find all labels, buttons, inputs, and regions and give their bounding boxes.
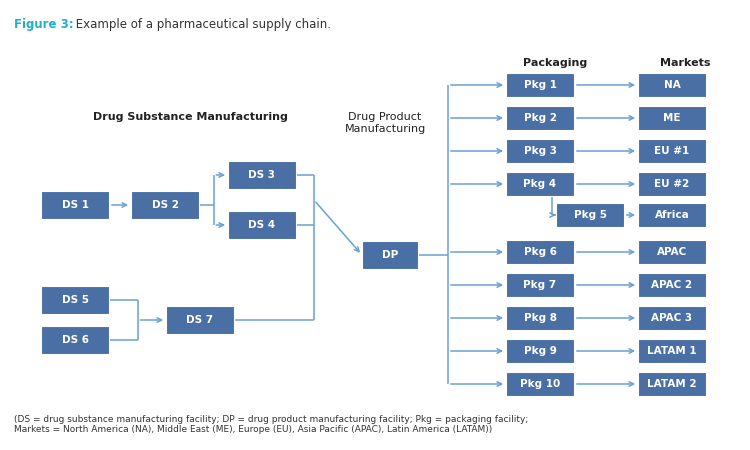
FancyBboxPatch shape: [131, 191, 199, 219]
Text: Pkg 7: Pkg 7: [524, 280, 556, 290]
FancyBboxPatch shape: [638, 240, 706, 264]
Text: DS 1: DS 1: [62, 200, 88, 210]
Text: Africa: Africa: [655, 210, 689, 220]
FancyBboxPatch shape: [638, 306, 706, 330]
FancyBboxPatch shape: [41, 326, 109, 354]
Text: ME: ME: [663, 113, 681, 123]
Text: DS 4: DS 4: [248, 220, 275, 230]
Text: Pkg 8: Pkg 8: [524, 313, 556, 323]
Text: APAC 3: APAC 3: [652, 313, 692, 323]
FancyBboxPatch shape: [638, 139, 706, 163]
FancyBboxPatch shape: [506, 240, 574, 264]
Text: Drug Substance Manufacturing: Drug Substance Manufacturing: [92, 112, 287, 122]
Text: Pkg 6: Pkg 6: [524, 247, 556, 257]
Text: APAC: APAC: [657, 247, 687, 257]
FancyBboxPatch shape: [166, 306, 234, 334]
Text: Pkg 3: Pkg 3: [524, 146, 556, 156]
FancyBboxPatch shape: [638, 73, 706, 97]
FancyBboxPatch shape: [362, 241, 418, 269]
Text: DS 5: DS 5: [62, 295, 88, 305]
FancyBboxPatch shape: [228, 161, 296, 189]
Text: DP: DP: [382, 250, 398, 260]
Text: Pkg 1: Pkg 1: [524, 80, 556, 90]
Text: Pkg 9: Pkg 9: [524, 346, 556, 356]
FancyBboxPatch shape: [638, 106, 706, 130]
FancyBboxPatch shape: [41, 286, 109, 314]
FancyBboxPatch shape: [506, 172, 574, 196]
FancyBboxPatch shape: [638, 273, 706, 297]
FancyBboxPatch shape: [506, 106, 574, 130]
Text: EU #1: EU #1: [654, 146, 690, 156]
Text: EU #2: EU #2: [654, 179, 690, 189]
FancyBboxPatch shape: [638, 372, 706, 396]
Text: Packaging: Packaging: [523, 58, 587, 68]
FancyBboxPatch shape: [41, 191, 109, 219]
Text: NA: NA: [664, 80, 680, 90]
FancyBboxPatch shape: [506, 273, 574, 297]
FancyBboxPatch shape: [506, 339, 574, 363]
Text: APAC 2: APAC 2: [652, 280, 692, 290]
FancyBboxPatch shape: [228, 211, 296, 239]
Text: (DS = drug substance manufacturing facility; DP = drug product manufacturing fac: (DS = drug substance manufacturing facil…: [14, 415, 528, 434]
FancyBboxPatch shape: [506, 139, 574, 163]
Text: Markets: Markets: [660, 58, 710, 68]
Text: DS 6: DS 6: [62, 335, 88, 345]
FancyBboxPatch shape: [638, 339, 706, 363]
Text: Pkg 4: Pkg 4: [524, 179, 556, 189]
Text: DS 2: DS 2: [152, 200, 178, 210]
Text: DS 7: DS 7: [187, 315, 214, 325]
Text: LATAM 2: LATAM 2: [647, 379, 697, 389]
FancyBboxPatch shape: [556, 203, 624, 227]
Text: Pkg 2: Pkg 2: [524, 113, 556, 123]
FancyBboxPatch shape: [506, 372, 574, 396]
Text: Drug Product
Manufacturing: Drug Product Manufacturing: [344, 112, 426, 134]
FancyBboxPatch shape: [638, 172, 706, 196]
Text: LATAM 1: LATAM 1: [647, 346, 697, 356]
Text: Figure 3:: Figure 3:: [14, 18, 74, 31]
Text: DS 3: DS 3: [248, 170, 275, 180]
Text: Example of a pharmaceutical supply chain.: Example of a pharmaceutical supply chain…: [72, 18, 331, 31]
Text: Pkg 10: Pkg 10: [520, 379, 560, 389]
FancyBboxPatch shape: [506, 73, 574, 97]
Text: Pkg 5: Pkg 5: [574, 210, 607, 220]
FancyBboxPatch shape: [506, 306, 574, 330]
FancyBboxPatch shape: [638, 203, 706, 227]
